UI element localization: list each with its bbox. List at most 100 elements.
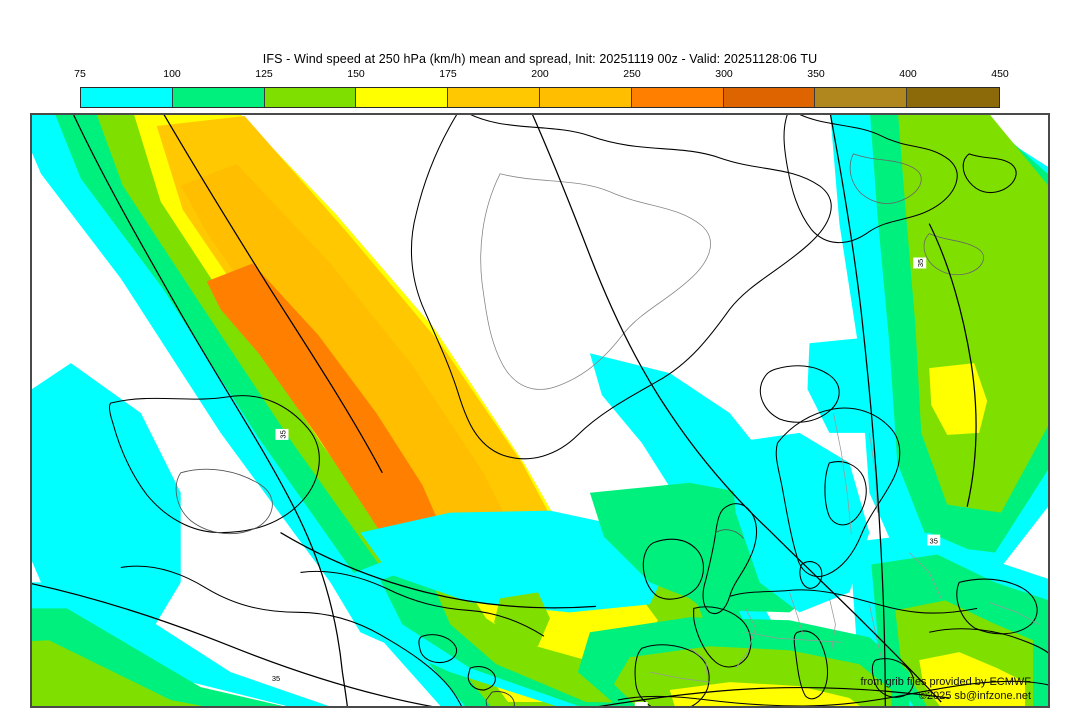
coastline-greece [871, 658, 915, 698]
contour-label-bg [634, 702, 648, 707]
contour-label-group: 35 35 35 35 [269, 257, 941, 707]
border-germany-west [789, 592, 804, 637]
colorbar-tick-150: 150 [347, 68, 365, 80]
band-150-175-east-lower [919, 652, 1026, 707]
coastline-turkey [929, 628, 1049, 655]
contour-label-bg [269, 672, 283, 684]
colorbar-tick-300: 300 [715, 68, 733, 80]
border-baltic-east [909, 552, 942, 599]
band-125-150-sw [31, 640, 208, 707]
mean-contour-lines [31, 114, 977, 707]
colorbar-segment-350-400 [815, 88, 908, 107]
colorbar-segment-100-125 [172, 88, 265, 107]
contour-line-main-jet [531, 114, 942, 703]
contour-label: 35 [275, 428, 289, 440]
coastline-svalbard [962, 153, 1017, 194]
border-sweden-finland [868, 432, 878, 513]
colorbar-tick-350: 350 [807, 68, 825, 80]
coastline-newfoundland [175, 468, 273, 535]
contour-label-text: 35 [916, 259, 925, 267]
contour-label-bg [913, 257, 927, 269]
band-75-100-ireland [360, 510, 670, 613]
border-caucasus [988, 602, 1040, 625]
coastline-france [693, 606, 752, 668]
colorbar-segment-75-100 [81, 88, 173, 107]
coastline-black-sea [956, 578, 1038, 635]
coastline-island-small-1 [923, 233, 984, 276]
coastline-greenland [410, 114, 832, 460]
contour-label: 35 [913, 257, 927, 269]
coastline-gulf-of-st-lawrence [300, 570, 545, 637]
colorbar-tick-125: 125 [255, 68, 273, 80]
coastline-azores [418, 634, 458, 664]
coastline-scandinavia [775, 407, 901, 577]
coastlines [31, 114, 1049, 707]
colorbar-tick-175: 175 [439, 68, 457, 80]
coastline-iceland [759, 365, 840, 423]
colorbar-gradient [80, 87, 1000, 108]
contour-line-east-1 [829, 114, 886, 707]
border-france-east [735, 608, 756, 669]
band-150-175-east-pocket [929, 363, 988, 435]
contour-line-south-1 [592, 686, 950, 707]
coastline-arctic-islands [783, 114, 958, 244]
colorbar-segment-125-150 [264, 88, 357, 107]
contour-label-text: 35 [637, 704, 645, 707]
coastline-gulf-of-bothnia [824, 461, 867, 526]
contour-label: 35 [927, 534, 941, 546]
coastline-scotland-detail [715, 529, 744, 539]
colorbar-segment-250-300 [631, 88, 724, 107]
contour-line-atlantic-1 [72, 114, 349, 707]
band-75-100-west-streak [31, 363, 181, 633]
border-alps [745, 631, 842, 643]
coastline-italy [793, 630, 829, 700]
contour-line-mid-1 [280, 532, 596, 609]
map-canvas[interactable]: 35 35 35 35 [30, 113, 1050, 708]
coastline-canaries [485, 691, 515, 707]
contour-label-text: 35 [272, 674, 280, 683]
coastline-north-africa [617, 680, 1049, 707]
contour-fill-bands [31, 114, 1049, 707]
coastline-arctic-islands-detail [849, 153, 922, 204]
colorbar-tick-200: 200 [531, 68, 549, 80]
colorbar-segment-200-250 [539, 88, 632, 107]
map-svg: 35 35 35 35 [31, 114, 1049, 707]
contour-line-atlantic-2 [162, 114, 383, 474]
colorbar-tick-labels: 75 100 125 150 175 200 250 300 350 400 450 [74, 68, 1009, 84]
contour-label-bg [275, 428, 289, 440]
colorbar-segment-175-200 [448, 88, 540, 107]
coastline-north-america-east [120, 565, 463, 707]
colorbar-tick-450: 450 [991, 68, 1009, 80]
map-frame [31, 114, 1049, 707]
border-norway-sweden [833, 412, 852, 535]
border-ukraine-west [868, 604, 882, 659]
band-75-100-scandinavia [729, 432, 870, 613]
contour-label: 35 [269, 672, 283, 684]
colorbar-tick-400: 400 [899, 68, 917, 80]
page-title: IFS - Wind speed at 250 hPa (km/h) mean … [262, 52, 818, 66]
coastline-labrador [109, 395, 320, 534]
band-75-100-sw [31, 582, 332, 707]
contour-label-text: 35 [930, 537, 938, 546]
contour-label: 35 [634, 702, 648, 707]
colorbar-tick-75: 75 [74, 68, 86, 80]
contour-label-text: 35 [278, 430, 287, 438]
band-75-100-norway-sea [807, 338, 882, 433]
contour-line-sw-1 [31, 582, 439, 707]
colorbar-segment-300-350 [723, 88, 816, 107]
coastline-denmark [799, 561, 823, 589]
coastline-great-britain [702, 503, 758, 614]
colorbar-segment-400-450 [907, 88, 999, 107]
coastline-ireland [642, 538, 704, 600]
coastline-europe-north [729, 589, 978, 614]
colorbar-tick-250: 250 [623, 68, 641, 80]
border-spain-portugal [689, 647, 709, 681]
contour-label-bg [927, 534, 941, 546]
contour-line-east-2 [928, 223, 977, 507]
colorbar-segment-150-175 [356, 88, 449, 107]
political-borders [649, 412, 1040, 683]
border-poland-west [829, 598, 836, 653]
band-250-300-atlantic-core [206, 263, 455, 593]
colorbar-tick-100: 100 [163, 68, 181, 80]
